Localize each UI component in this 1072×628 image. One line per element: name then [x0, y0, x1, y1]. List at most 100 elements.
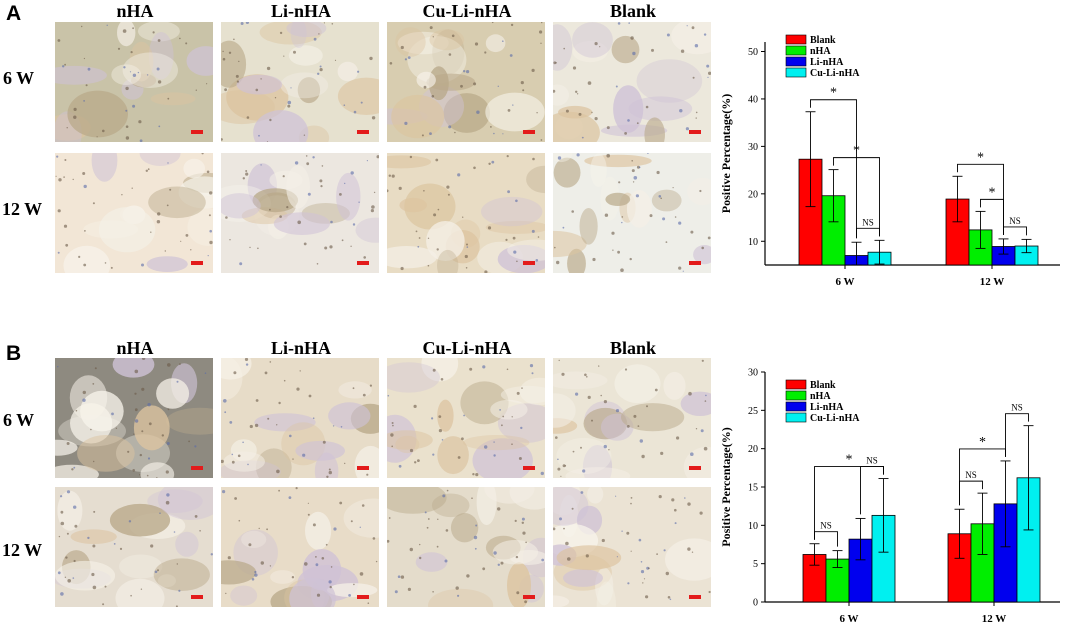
panel-a-col-li-nha: Li-nHA [270, 1, 331, 21]
y-tick-label: 30 [748, 368, 758, 379]
panel-b-label: B [6, 342, 22, 365]
significance-bracket [860, 466, 884, 515]
micrograph-panel-b-12w-cu-li-nha [387, 487, 545, 607]
panel-a-col-cu-li-nha: Cu-Li-nHA [422, 1, 512, 21]
y-tick-label: 50 [748, 47, 758, 58]
panel-a-col-blank: Blank [609, 1, 657, 21]
panel-a-col-nha: nHA [116, 1, 154, 21]
y-tick-label: 20 [748, 189, 758, 200]
micrograph-panel-a-12w-nha [55, 153, 213, 273]
micrograph-panel-b-12w-blank [553, 487, 711, 607]
panel-a-row-6w: 6 W [3, 68, 35, 88]
y-tick-label: 30 [748, 142, 758, 153]
significance-star: * [830, 86, 837, 101]
scale-bar [191, 466, 203, 470]
micrograph-panel-b-6w-li-nha [221, 358, 379, 478]
scale-bar [689, 130, 701, 134]
y-axis-label: Positive Percentage(%) [719, 427, 733, 546]
scale-bar [523, 595, 535, 599]
legend-label-nha: nHA [810, 46, 831, 57]
significance-bracket [856, 227, 880, 239]
legend-swatch-nha [785, 45, 807, 56]
y-tick-label: 10 [748, 237, 758, 248]
panel-b-col-cu-li-nha: Cu-Li-nHA [422, 338, 512, 358]
legend-label-cu-li-nha: Cu-Li-nHA [810, 413, 860, 424]
scale-bar [191, 595, 203, 599]
y-tick-label: 0 [753, 598, 758, 609]
chart-a: 10 20 30 40 50 Positive Percentage(%) 6 W 12 W *… [719, 34, 1060, 288]
significance-bracket [1003, 226, 1027, 236]
legend-swatch-nha [785, 390, 807, 401]
scale-bar [523, 466, 535, 470]
panel-b-row-6w: 6 W [3, 410, 35, 430]
x-tick-label: 12 W [982, 613, 1007, 625]
x-tick-label: 6 W [839, 613, 858, 625]
significance-star: * [989, 185, 996, 200]
micrograph-panel-b-12w-li-nha [221, 487, 379, 607]
significance-bracket [810, 99, 857, 239]
y-axis-label: Positive Percentage(%) [719, 94, 733, 213]
legend-swatch-blank [785, 379, 807, 390]
micrograph-panel-b-6w-blank [553, 358, 711, 478]
micrograph-panel-a-6w-cu-li-nha [387, 22, 545, 142]
significance-bracket [833, 157, 880, 237]
scale-bar [689, 261, 701, 265]
y-tick-label: 15 [748, 483, 758, 494]
panel-b-col-nha: nHA [116, 338, 154, 358]
significance-ns: NS [1009, 216, 1021, 226]
scale-bar [523, 130, 535, 134]
scale-bar [523, 261, 535, 265]
y-tick-label: 5 [753, 559, 758, 570]
scale-bar [191, 130, 203, 134]
legend-swatch-cu-li-nha [785, 67, 807, 78]
legend-swatch-li-nha [785, 56, 807, 67]
scale-bar [357, 466, 369, 470]
scale-bar [191, 261, 203, 265]
significance-star: * [853, 144, 860, 159]
significance-ns: NS [862, 217, 874, 227]
scale-bar [357, 261, 369, 265]
scale-bar [689, 595, 701, 599]
significance-ns: NS [866, 456, 878, 466]
micrograph-panel-a-6w-li-nha [221, 22, 379, 142]
significance-star: * [979, 435, 986, 450]
panel-a-label: A [6, 2, 22, 25]
significance-ns: NS [965, 470, 977, 480]
significance-star: * [977, 150, 984, 165]
y-tick-label: 25 [748, 406, 758, 417]
micrograph-panel-a-12w-blank [553, 153, 711, 273]
y-tick-label: 40 [748, 94, 758, 105]
legend-label-blank: Blank [810, 380, 836, 391]
legend-label-blank: Blank [810, 35, 836, 46]
scale-bar [357, 595, 369, 599]
significance-ns: NS [820, 521, 832, 531]
panel-b-col-blank: Blank [609, 338, 657, 358]
scale-bar [689, 466, 701, 470]
scale-bar [357, 130, 369, 134]
panel-b-row-12w: 12 W [2, 540, 43, 560]
legend-label-nha: nHA [810, 391, 831, 402]
y-tick-label: 10 [748, 521, 758, 532]
legend-label-li-nha: Li-nHA [810, 57, 844, 68]
significance-bracket [1005, 413, 1029, 457]
micrograph-panel-b-6w-cu-li-nha [387, 358, 545, 478]
significance-bracket [980, 198, 1004, 235]
significance-star: * [846, 453, 853, 468]
x-tick-label: 6 W [835, 276, 854, 288]
chart-b: 0 5 10 15 20 25 30 Positive Percentage(%) 6 W 12 … [719, 368, 1060, 625]
micrograph-panel-a-6w-nha [55, 22, 213, 142]
micrograph-panel-a-6w-blank [553, 22, 711, 142]
legend-swatch-li-nha [785, 401, 807, 412]
panel-b-col-li-nha: Li-nHA [270, 338, 331, 358]
micrograph-panel-a-12w-li-nha [221, 153, 379, 273]
micrograph-panel-b-6w-nha [55, 358, 213, 478]
significance-ns: NS [1011, 403, 1023, 413]
x-tick-label: 12 W [980, 276, 1005, 288]
legend-swatch-blank [785, 34, 807, 45]
micrograph-panel-a-12w-cu-li-nha [387, 153, 545, 273]
legend-swatch-cu-li-nha [785, 412, 807, 423]
y-tick-label: 20 [748, 444, 758, 455]
legend-label-li-nha: Li-nHA [810, 402, 844, 413]
micrograph-panel-b-12w-nha [55, 487, 213, 607]
significance-bracket [814, 531, 838, 547]
